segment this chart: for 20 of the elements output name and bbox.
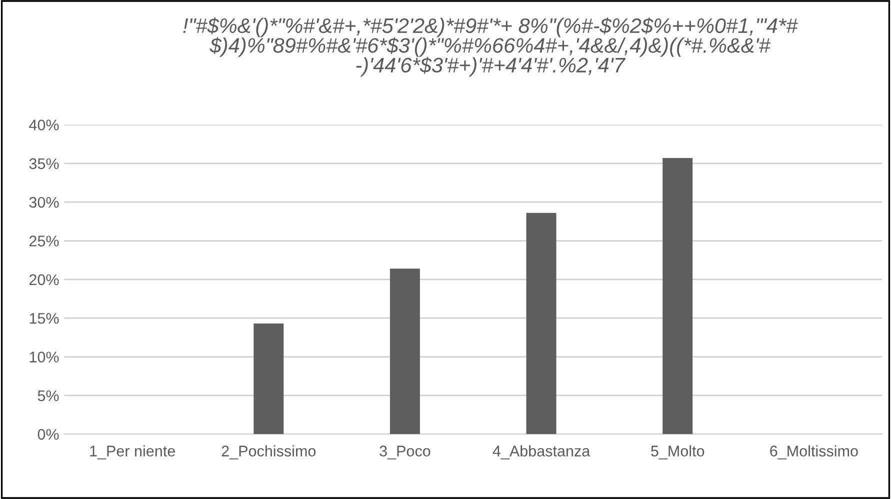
x-tick-label: 5_Molto <box>651 445 704 460</box>
x-tick-label: 2_Pochissimo <box>222 445 316 460</box>
bar <box>526 212 556 434</box>
y-tick-label: 35% <box>29 158 59 170</box>
x-tick-label: 6_Moltissimo <box>770 445 858 460</box>
chart-title: !"#$%&'()*"%#'&#+,*#5'2'2&)*#9#'*+ 8%"(%#-$%2$%++%0#1,'"4*# $)4)%"89#%#&'#6*$3'()*"%#%66%4#+,'4&&/,4)&)((*#.%&&'# -)'44'6*$3'#+)'#+4'4'#'.%2,'4'7 <box>183 17 798 77</box>
y-tick-label: 15% <box>30 313 59 324</box>
y-tick-label: 10% <box>30 352 59 362</box>
x-tick-label: 1_Per niente <box>90 445 175 460</box>
y-tick-label: 40% <box>29 120 59 130</box>
bar <box>254 324 284 434</box>
y-tick-label: 5% <box>38 390 59 402</box>
y-tick-label: 30% <box>29 196 59 208</box>
bar <box>662 158 693 434</box>
y-tick-label: 25% <box>29 236 59 246</box>
x-tick-label: 3_Poco <box>380 446 430 460</box>
bar <box>390 268 420 434</box>
y-tick-label: 20% <box>29 274 59 286</box>
y-tick-label: 0% <box>38 429 59 440</box>
x-tick-label: 4_Abbastanza <box>492 445 590 460</box>
